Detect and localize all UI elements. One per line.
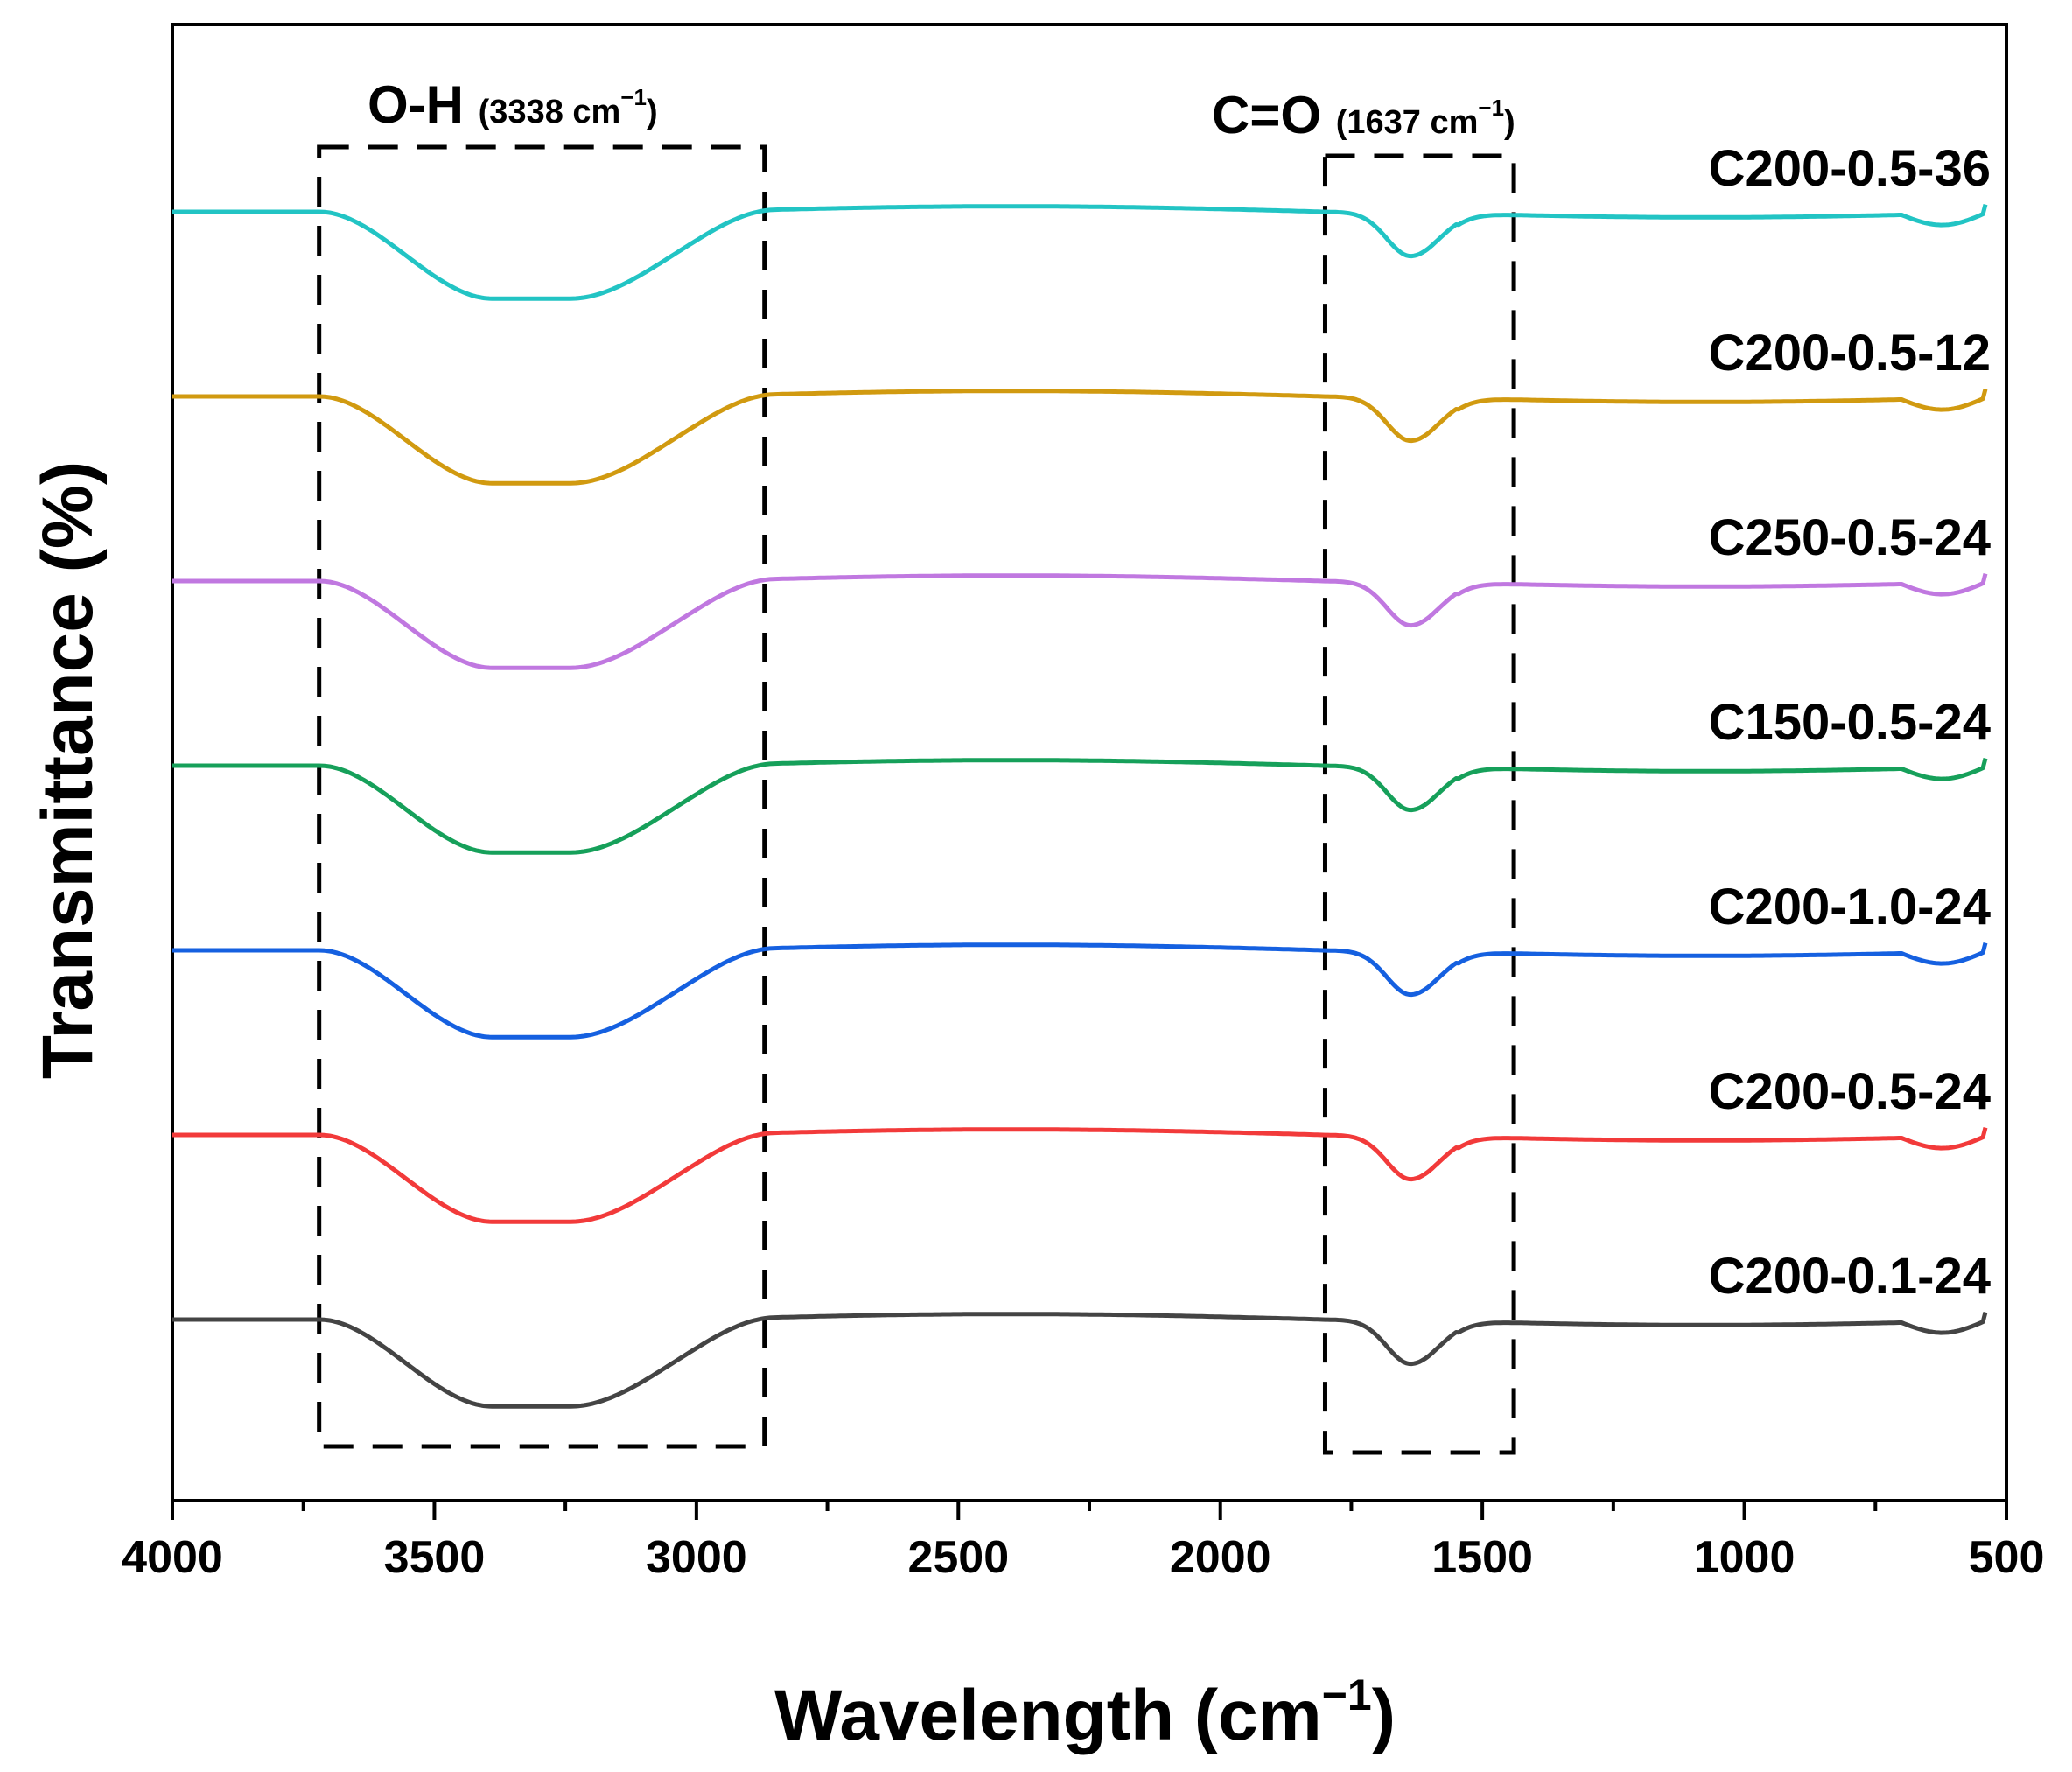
region-label-sup: −1 [620, 84, 647, 110]
y-axis-title: Transmittance (%) [28, 461, 108, 1079]
x-axis-title-close: ) [1372, 1676, 1396, 1755]
region-label-oh-band: O-H (3338 cm−1) [368, 75, 658, 134]
region-box-co-band [1322, 153, 1516, 1455]
region-label-sup: −1 [1478, 95, 1504, 121]
x-axis-title-sup: −1 [1322, 1670, 1372, 1719]
x-axis-title-text: Wavelength (cm [774, 1676, 1322, 1755]
region-label-close: ) [1504, 104, 1516, 141]
region-boxes: O-H (3338 cm−1) C=O (1637 cm−1) [317, 75, 1516, 1455]
series-label: C200-0.5-36 [1709, 140, 1991, 197]
series-label: C250-0.5-24 [1709, 509, 1991, 566]
series-labels: C200-0.5-36 C200-0.5-12 C250-0.5-24 C150-0.… [1709, 140, 1991, 1305]
x-axis-ticks [171, 1501, 2008, 1520]
region-box-oh-band [317, 144, 767, 1449]
series-line-C250-0.5-24 [172, 572, 1988, 670]
x-axis-tick-labels: 4000 3500 3000 2500 2000 1500 1000 500 [122, 1532, 2044, 1583]
x-axis-title: Wavelength (cm−1) [774, 1670, 1396, 1755]
region-label-main: C=O [1212, 86, 1336, 144]
x-tick-label: 3000 [646, 1532, 747, 1583]
x-tick-label: 1500 [1432, 1532, 1533, 1583]
series-line-C200-0.1-24 [172, 1311, 1988, 1409]
region-label-co-band: C=O (1637 cm−1) [1212, 86, 1516, 144]
x-tick-label: 2000 [1170, 1532, 1271, 1583]
series-line-C200-0.5-24 [172, 1126, 1988, 1224]
series-label: C200-0.5-24 [1709, 1063, 1991, 1120]
series-label: C200-0.1-24 [1709, 1248, 1991, 1305]
region-label-sub: (1637 cm [1336, 104, 1479, 141]
x-tick-label: 2500 [907, 1532, 1009, 1583]
series-label: C150-0.5-24 [1709, 694, 1991, 751]
series-label: C200-1.0-24 [1709, 879, 1991, 935]
region-label-close: ) [647, 94, 658, 130]
region-label-main: O-H [368, 75, 479, 134]
region-label-sub: (3338 cm [479, 94, 621, 130]
x-tick-label: 3500 [384, 1532, 486, 1583]
series-lines [172, 203, 1988, 1409]
x-tick-label: 4000 [122, 1532, 223, 1583]
series-line-C200-0.5-36 [172, 203, 1988, 301]
series-line-C200-1.0-24 [172, 942, 1988, 1040]
series-line-C150-0.5-24 [172, 757, 1988, 855]
series-label: C200-0.5-12 [1709, 325, 1991, 382]
series-line-C200-0.5-12 [172, 388, 1988, 486]
x-tick-label: 1000 [1694, 1532, 1796, 1583]
x-tick-label: 500 [1969, 1532, 2045, 1583]
